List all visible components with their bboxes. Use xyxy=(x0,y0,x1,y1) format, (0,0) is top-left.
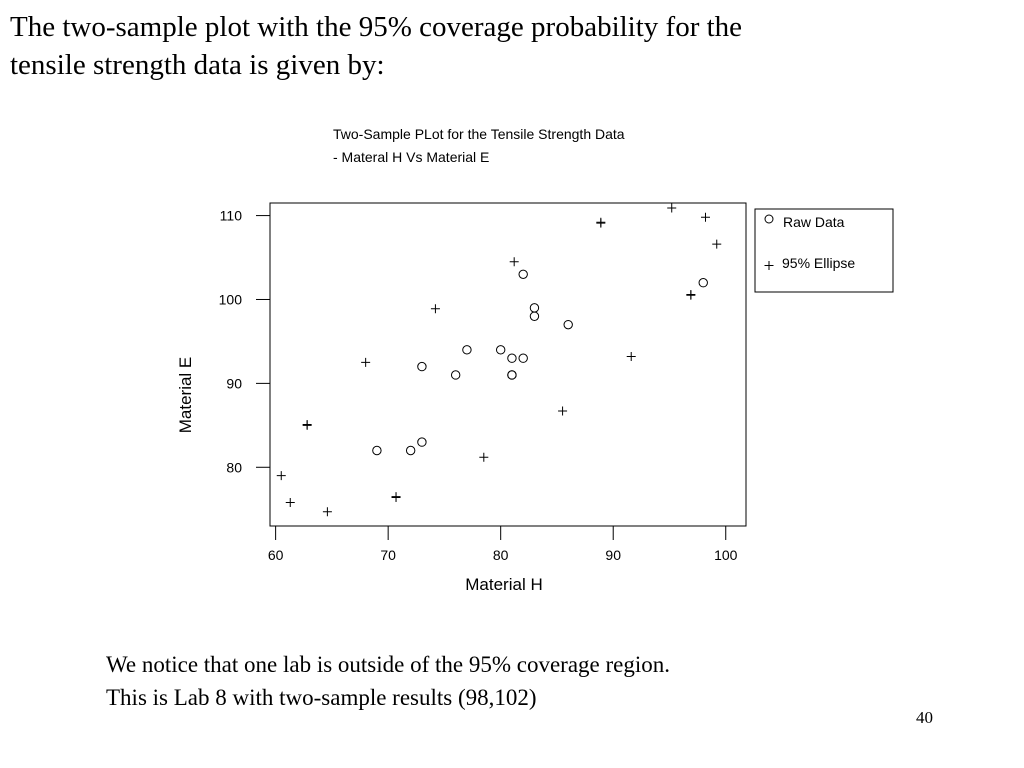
x-tick-label-90: 90 xyxy=(605,547,621,563)
raw-data-point-13 xyxy=(529,311,540,321)
raw-data-point-11 xyxy=(518,269,528,280)
page-number: 40 xyxy=(916,708,933,727)
raw-data-point-15 xyxy=(698,278,708,288)
raw-data-point-7 xyxy=(507,353,517,363)
raw-data-point-4 xyxy=(450,370,461,380)
ellipse-point-13 xyxy=(596,217,606,227)
data-points xyxy=(276,203,722,517)
chart-title-line-1: Two-Sample PLot for the Tensile Strength… xyxy=(333,126,625,142)
raw-data-point-3 xyxy=(417,361,427,372)
legend-circle-icon xyxy=(764,214,774,224)
y-tick-label-110: 110 xyxy=(220,208,243,224)
y-tick-label-90: 90 xyxy=(226,375,242,391)
legend-plus-icon xyxy=(764,261,774,270)
note-line-2: This is Lab 8 with two-sample results (9… xyxy=(106,685,537,710)
ellipse-point-17 xyxy=(686,289,696,299)
raw-data-point-12 xyxy=(529,303,540,313)
legend-box xyxy=(754,208,894,293)
ellipse-point-0 xyxy=(276,471,286,481)
legend: Raw Data 95% Ellipse xyxy=(754,208,894,293)
x-axis-label: Material H xyxy=(465,575,542,594)
heading-line-1: The two-sample plot with the 95% coverag… xyxy=(10,11,743,43)
raw-data-point-2 xyxy=(417,437,427,447)
slide-note: We notice that one lab is outside of the… xyxy=(106,648,670,714)
ellipse-point-9 xyxy=(479,452,489,462)
x-tick-label-80: 80 xyxy=(493,547,509,563)
ellipse-point-5 xyxy=(361,357,371,367)
raw-data-point-14 xyxy=(563,319,573,330)
ellipse-point-11 xyxy=(558,406,568,416)
raw-data-point-10 xyxy=(518,353,528,363)
ellipse-point-14 xyxy=(626,352,636,362)
x-tick-label-60: 60 xyxy=(268,547,284,563)
ellipse-point-10 xyxy=(509,257,519,267)
y-tick-label-100: 100 xyxy=(219,291,243,307)
plot-frame xyxy=(269,202,747,527)
y-axis-label: Material E xyxy=(176,357,195,434)
note-line-1: We notice that one lab is outside of the… xyxy=(106,652,671,677)
raw-data-point-0 xyxy=(372,445,382,456)
legend-label-raw-data: Raw Data xyxy=(783,214,845,230)
x-tick-label-70: 70 xyxy=(380,547,396,563)
y-tick-label-80: 80 xyxy=(226,459,242,475)
ellipse-point-15 xyxy=(667,203,677,213)
raw-data-point-1 xyxy=(405,445,416,456)
raw-data-point-6 xyxy=(495,345,506,355)
ellipse-point-19 xyxy=(712,239,722,249)
ellipse-point-1 xyxy=(285,498,295,508)
heading-line-2: tensile strength data is given by: xyxy=(10,49,385,81)
ellipse-point-4 xyxy=(322,507,332,517)
x-axis: 60 70 80 90 100 xyxy=(268,526,738,563)
ellipse-point-3 xyxy=(302,419,312,429)
legend-label-ellipse: 95% Ellipse xyxy=(782,255,855,271)
ellipse-point-18 xyxy=(700,212,710,222)
ellipse-point-8 xyxy=(430,304,440,314)
chart-title-line-2: - Materal H Vs Material E xyxy=(333,149,489,165)
raw-data-point-9 xyxy=(507,370,517,380)
slide-heading: The two-sample plot with the 95% coverag… xyxy=(10,8,1010,84)
x-tick-label-100: 100 xyxy=(714,547,738,563)
ellipse-point-7 xyxy=(391,492,401,502)
y-axis: 80 90 100 110 xyxy=(219,208,270,475)
scatter-chart: Two-Sample PLot for the Tensile Strength… xyxy=(176,126,894,594)
raw-data-point-5 xyxy=(462,345,472,355)
